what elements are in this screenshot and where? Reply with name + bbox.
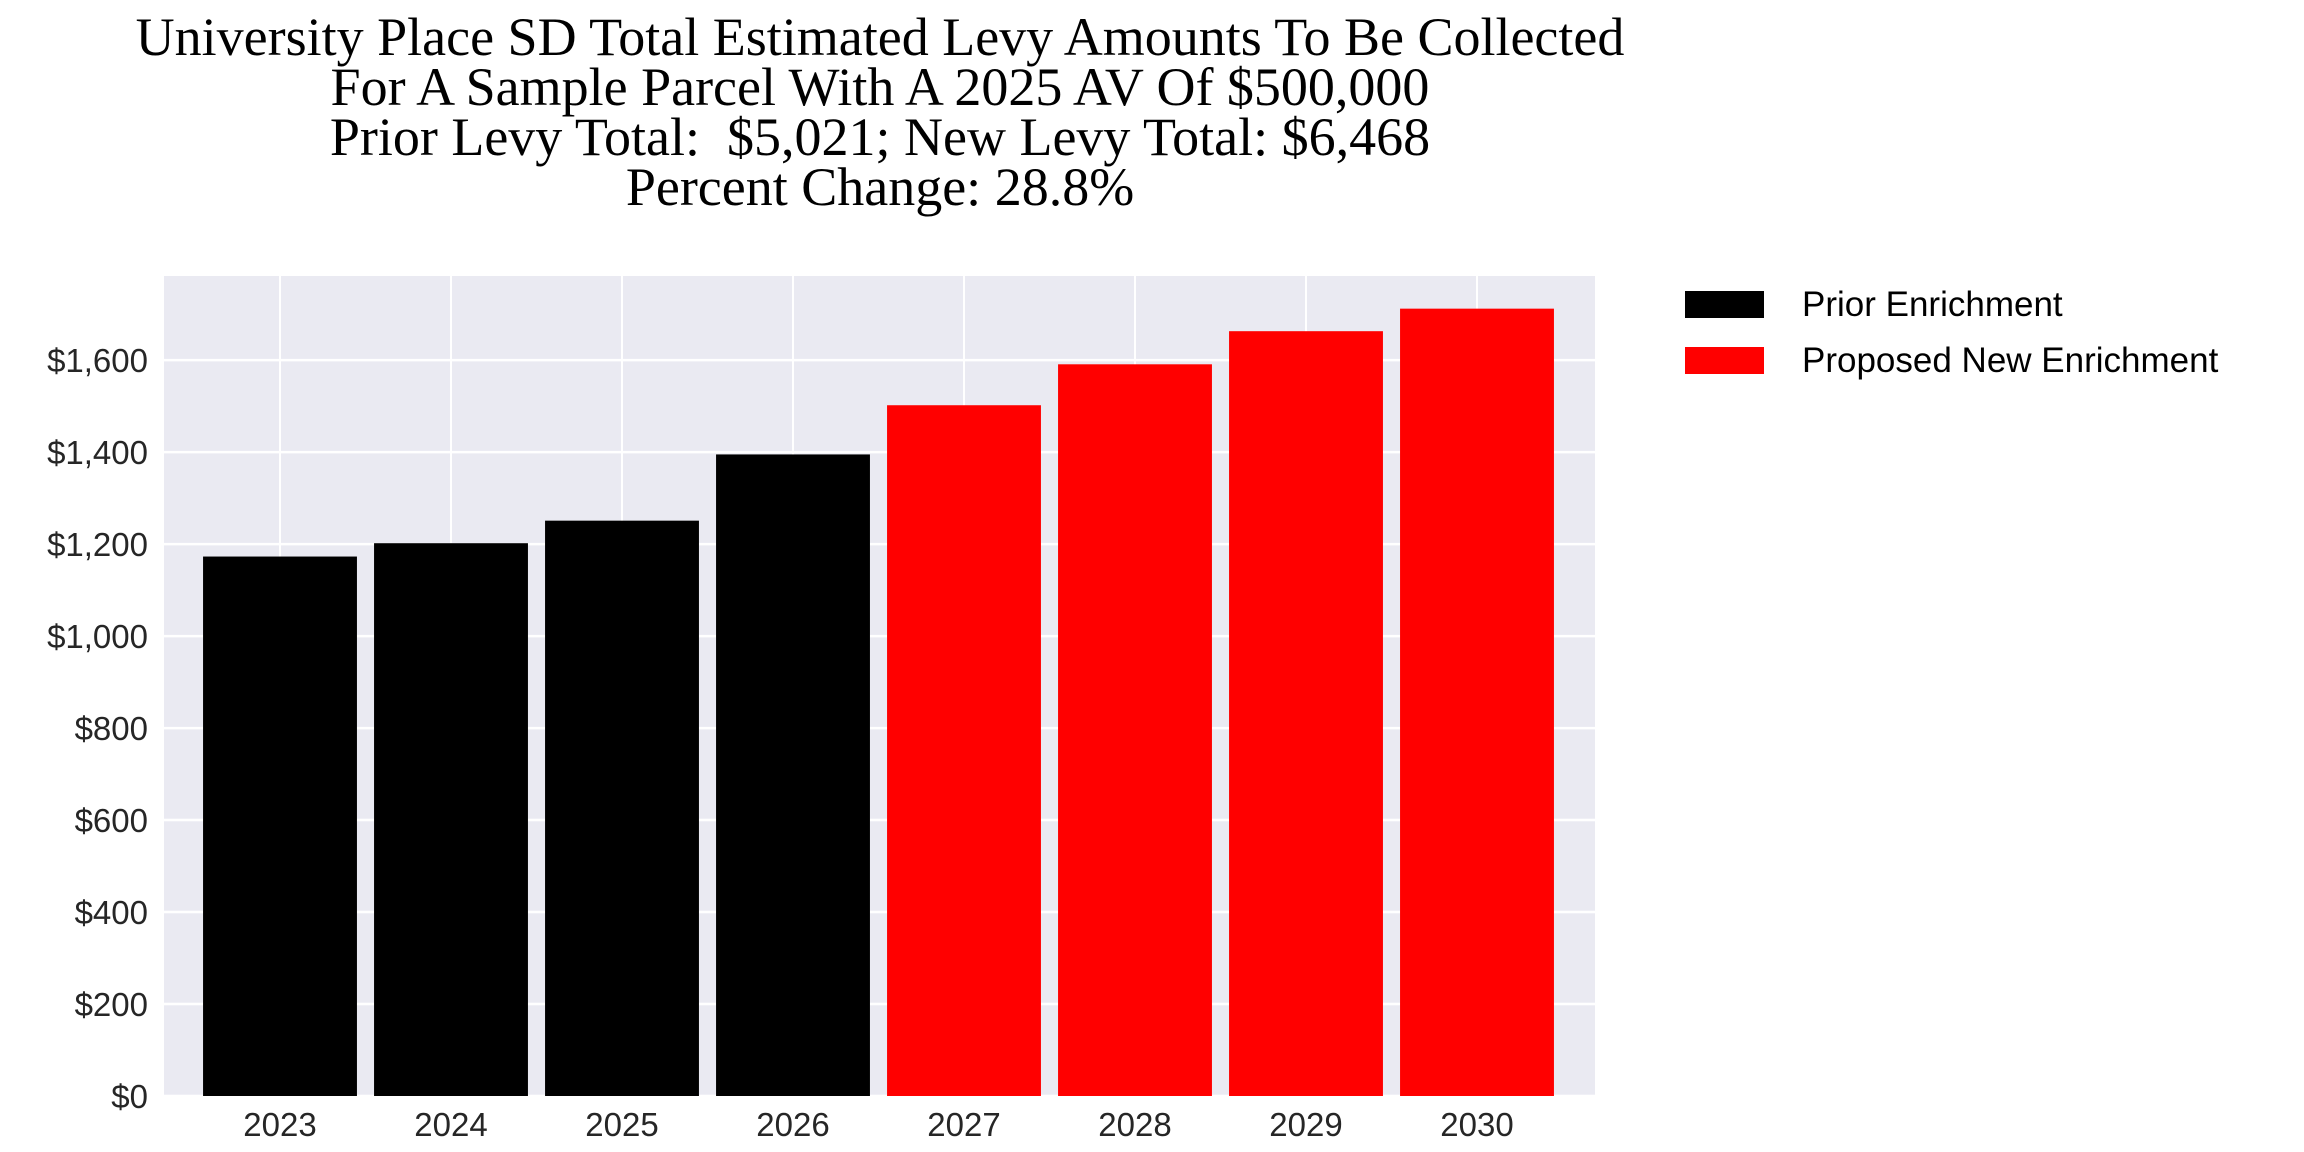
x-tick-label: 2029 [1269, 1106, 1342, 1143]
bar-2025 [545, 520, 699, 1096]
x-tick-label: 2027 [927, 1106, 1000, 1143]
bar-2027 [887, 405, 1041, 1096]
bar-2029 [1229, 331, 1383, 1097]
y-tick-label: $1,400 [47, 434, 148, 471]
y-tick-label: $1,200 [47, 526, 148, 563]
y-tick-label: $400 [75, 894, 148, 931]
title-line: Percent Change: 28.8% [625, 157, 1135, 217]
title-line: Prior Levy Total: $5,021; New Levy Total… [329, 107, 1431, 167]
bar-2024 [374, 543, 528, 1096]
bar-2028 [1058, 364, 1212, 1096]
x-tick-label: 2025 [585, 1106, 658, 1143]
bar-2030 [1400, 308, 1554, 1096]
legend-label: Proposed New Enrichment [1802, 341, 2219, 380]
y-tick-label: $800 [75, 710, 148, 747]
x-tick-label: 2028 [1098, 1106, 1171, 1143]
x-tick-label: 2026 [756, 1106, 829, 1143]
x-tick-label: 2023 [243, 1106, 316, 1143]
legend-label: Prior Enrichment [1802, 285, 2063, 324]
bar-2023 [203, 556, 357, 1096]
title-line: For A Sample Parcel With A 2025 AV Of $5… [330, 57, 1430, 117]
y-tick-label: $1,000 [47, 618, 148, 655]
legend-swatch [1685, 347, 1764, 374]
y-tick-label: $200 [75, 986, 148, 1023]
title-line: University Place SD Total Estimated Levy… [135, 7, 1625, 67]
x-tick-label: 2024 [414, 1106, 487, 1143]
x-tick-label: 2030 [1440, 1106, 1513, 1143]
legend-swatch [1685, 291, 1764, 318]
y-tick-label: $0 [111, 1078, 148, 1115]
bar-2026 [716, 454, 870, 1097]
y-tick-label: $600 [75, 802, 148, 839]
y-tick-label: $1,600 [47, 342, 148, 379]
chart-title: University Place SD Total Estimated Levy… [0, 7, 1760, 217]
